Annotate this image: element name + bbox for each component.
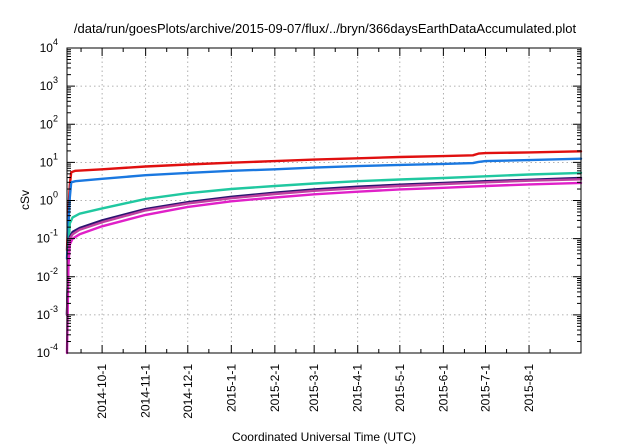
- y-tick-exponent: -2: [50, 266, 58, 276]
- grid: [67, 48, 581, 353]
- x-tick-label: 2015-6-1: [436, 364, 450, 412]
- y-tick-label: 10-1: [37, 228, 58, 246]
- y-tick-exponent: 0: [53, 190, 58, 200]
- y-tick-exponent: 4: [53, 37, 58, 47]
- y-tick-label: 104: [40, 37, 58, 55]
- series-line-5: [65, 178, 583, 317]
- x-tick-label: 2015-3-1: [307, 364, 321, 412]
- y-tick-label: 102: [40, 113, 58, 131]
- x-tick-label: 2014-10-1: [95, 364, 109, 419]
- x-tick-labels: 2014-10-1 2014-11-1 2014-12-1 2015-1-1 2015-…: [95, 364, 536, 419]
- series-line-1: [65, 150, 583, 252]
- x-tick-label: 2015-5-1: [393, 364, 407, 412]
- series-line-2: [65, 157, 583, 260]
- series-line-3: [65, 171, 583, 317]
- x-tick-label: 2014-12-1: [181, 364, 195, 419]
- y-tick-label: 10-2: [37, 266, 58, 284]
- x-tick-label: 2015-8-1: [522, 364, 536, 412]
- y-tick-exponent: 3: [53, 75, 58, 85]
- x-tick-label: 2015-4-1: [351, 364, 365, 412]
- y-tick-label: 10-4: [37, 342, 58, 360]
- x-axis-label: Coordinated Universal Time (UTC): [232, 430, 416, 444]
- axis-ticks: [67, 47, 581, 354]
- y-tick-label: 101: [40, 151, 58, 169]
- x-tick-label: 2015-2-1: [268, 364, 282, 412]
- series-line-6: [65, 181, 583, 355]
- y-tick-label: 10-3: [37, 304, 58, 322]
- x-tick-label: 2015-1-1: [224, 364, 238, 412]
- x-tick-label: 2015-7-1: [479, 364, 493, 412]
- y-tick-exponent: 1: [53, 151, 58, 161]
- chart-title: /data/run/goesPlots/archive/2015-09-07/f…: [74, 21, 577, 36]
- series-layer: [65, 150, 583, 355]
- x-tick-label: 2014-11-1: [139, 364, 153, 418]
- y-tick-exponent: -3: [50, 304, 58, 314]
- y-axis-label: cSv: [18, 190, 32, 210]
- y-tick-label: 103: [40, 75, 58, 93]
- y-tick-exponent: -1: [50, 228, 58, 238]
- y-tick-exponent: 2: [53, 113, 58, 123]
- y-tick-exponent: -4: [50, 342, 58, 352]
- y-tick-label: 100: [40, 190, 58, 208]
